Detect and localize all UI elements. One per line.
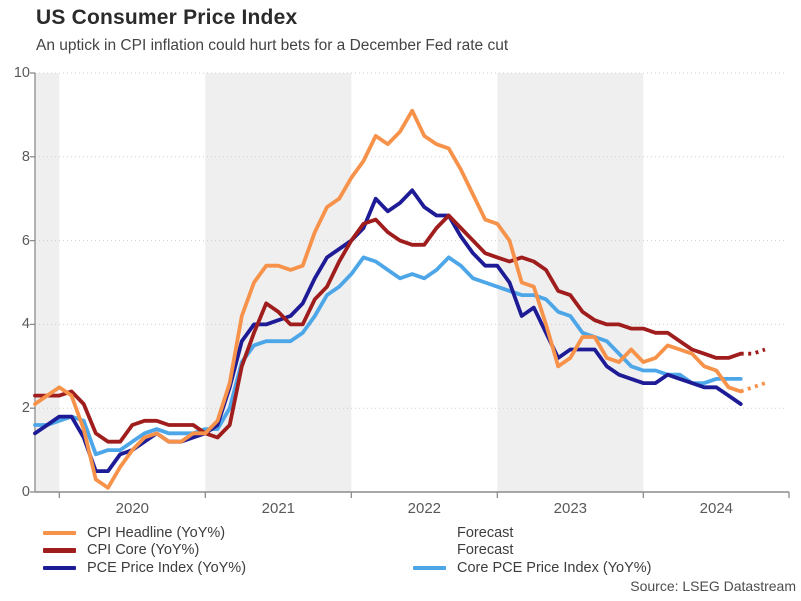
forecast-dotted-line-cpi-core-yoy- xyxy=(740,347,766,356)
source-attribution: Source: LSEG Datastream xyxy=(630,578,796,594)
page-title: US Consumer Price Index xyxy=(36,6,298,29)
legend-item: CPI Core (YoY%) xyxy=(43,542,246,560)
legend-item: Core PCE Price Index (YoY%) xyxy=(413,559,652,577)
series-line-cpi-headline-yoy- xyxy=(33,108,743,490)
legend-item-label: Forecast xyxy=(457,542,514,559)
legend-dotted-line-swatch xyxy=(413,548,446,553)
year-shade-band xyxy=(497,73,644,492)
y-tick-label-2: 2 xyxy=(21,400,30,417)
x-tick-label-2022: 2022 xyxy=(407,500,442,517)
legend-dotted-line-swatch xyxy=(413,531,446,536)
legend-item-label: PCE Price Index (YoY%) xyxy=(87,559,247,576)
y-tick-label-6: 6 xyxy=(21,232,30,249)
x-tick-label-2021: 2021 xyxy=(261,500,296,517)
legend-item-label: Core PCE Price Index (YoY%) xyxy=(457,559,652,576)
legend-item-label: CPI Core (YoY%) xyxy=(87,542,200,559)
x-tick-label-2024: 2024 xyxy=(699,500,734,517)
y-tick-label-0: 0 xyxy=(21,484,30,500)
legend-item: Forecast xyxy=(413,542,652,560)
y-tick-label-8: 8 xyxy=(21,148,30,165)
x-tick-label-2020: 2020 xyxy=(115,500,150,517)
series-line-cpi-core-yoy- xyxy=(33,213,743,444)
legend-column-left: CPI Headline (YoY%) CPI Core (YoY%) PCE Pr… xyxy=(43,524,246,577)
legend-line-swatch xyxy=(43,565,76,570)
legend-item-label: Forecast xyxy=(457,524,514,541)
chart-legend: CPI Headline (YoY%) CPI Core (YoY%) PCE Pr… xyxy=(0,524,801,578)
legend-line-swatch xyxy=(43,548,76,553)
legend-line-swatch xyxy=(43,530,76,535)
legend-item-label: CPI Headline (YoY%) xyxy=(87,524,226,541)
legend-item: CPI Headline (YoY%) xyxy=(43,524,246,542)
legend-line-swatch xyxy=(413,565,446,570)
y-tick-label-4: 4 xyxy=(21,316,30,333)
forecast-dotted-line-cpi-headline-yoy- xyxy=(740,381,766,394)
y-tick-label-10: 10 xyxy=(13,65,30,81)
legend-column-right: Forecast Forecast Core PCE Price Index (Yo… xyxy=(413,524,652,577)
legend-item: Forecast xyxy=(413,524,652,542)
chart-subtitle: An uptick in CPI inflation could hurt be… xyxy=(36,37,509,54)
legend-item: PCE Price Index (YoY%) xyxy=(43,559,246,577)
x-tick-label-2023: 2023 xyxy=(553,500,588,517)
